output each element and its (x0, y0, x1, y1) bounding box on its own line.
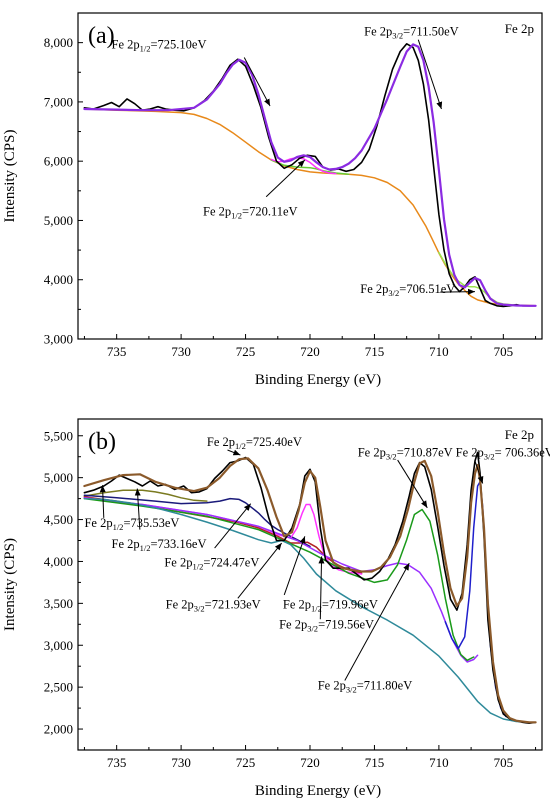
y-tick-label: 5,000 (44, 470, 73, 485)
x-tick-label: 705 (494, 755, 514, 770)
peak-annotation-label: Fe 2p3/2=706.51eV (360, 282, 455, 298)
peak-annotation-label: Fe 2p3/2=721.93eV (166, 597, 261, 613)
panel-label: (a) (88, 23, 115, 49)
series-background-line (83, 108, 537, 307)
peak-annotation-arrow (397, 459, 428, 509)
series-component-line (270, 159, 350, 175)
peak-annotation-label: Fe 2p1/2=724.47eV (164, 555, 259, 571)
panel-label: (b) (88, 429, 116, 455)
y-tick-label: 2,500 (44, 680, 73, 695)
peak-annotation: Fe 2p1/2=719.96eV (283, 536, 378, 613)
peak-annotation-label: Fe 2p1/2=733.16eV (112, 537, 207, 553)
peak-annotation-label: Fe 2p3/2=719.56eV (279, 617, 374, 633)
x-tick-label: 725 (236, 344, 256, 359)
x-tick-label: 730 (171, 755, 191, 770)
peak-annotation: Fe 2p3/2= 706.36eV (456, 446, 550, 484)
peak-annotation-arrow (99, 485, 106, 518)
y-tick-label: 4,000 (44, 272, 73, 287)
peak-annotation-arrow (265, 159, 306, 198)
y-tick-label: 2,000 (44, 722, 73, 737)
peak-annotation: Fe 2p1/2=733.16eV (112, 488, 207, 553)
x-tick-label: 720 (300, 344, 320, 359)
y-tick-label: 3,500 (44, 596, 73, 611)
x-tick-label: 715 (365, 755, 385, 770)
peak-annotation-arrow (227, 449, 241, 456)
x-tick-label: 735 (107, 344, 127, 359)
peak-annotation-label: Fe 2p3/2=711.80eV (318, 679, 413, 695)
peak-annotation-label: Fe 2p3/2=711.50eV (364, 25, 459, 41)
x-tick-label: 710 (429, 755, 449, 770)
peak-annotation: Fe 2p3/2=706.51eV (360, 282, 475, 298)
series-component-line (83, 497, 475, 662)
series-component-line (83, 494, 311, 548)
x-axis-title: Binding Energy (eV) (255, 783, 381, 799)
peak-annotation-label: Fe 2p1/2=719.96eV (283, 597, 378, 613)
peak-annotation: Fe 2p1/2=720.11eV (203, 159, 306, 221)
peak-annotation-arrow (134, 488, 141, 530)
corner-label: Fe 2p (505, 427, 534, 442)
peak-annotation-arrow (474, 460, 484, 484)
peak-annotation-arrow (283, 536, 306, 596)
y-tick-label: 6,000 (44, 154, 73, 169)
series-component-line (83, 489, 208, 502)
x-tick-label: 735 (107, 755, 127, 770)
peak-annotation-arrow (440, 288, 475, 295)
y-tick-label: 3,000 (44, 332, 73, 347)
series-group (83, 43, 537, 308)
y-tick-label: 4,500 (44, 512, 73, 527)
series-envelope-line (83, 43, 537, 307)
x-tick-label: 710 (429, 344, 449, 359)
series-component-line (83, 497, 537, 724)
series-group (83, 451, 537, 724)
x-tick-label: 705 (494, 344, 514, 359)
peak-annotation: Fe 2p3/2=711.50eV (364, 25, 459, 110)
x-tick-label: 725 (236, 755, 256, 770)
panel-a: 735 730 725 720 715 710 705 3,000 4,000 5,000 6,00… (2, 12, 543, 388)
y-tick-label: 7,000 (44, 94, 73, 109)
peak-annotation: Fe 2p1/2=725.10eV (112, 38, 271, 107)
peak-annotation-arrow (214, 503, 252, 549)
peak-annotation: Fe 2p3/2=721.93eV (166, 542, 283, 613)
y-tick-label: 5,000 (44, 213, 73, 228)
peak-annotation: Fe 2p3/2=711.80eV (318, 562, 413, 695)
peak-annotation-arrow (243, 57, 271, 107)
peak-annotation: Fe 2p3/2=710.87eV (358, 446, 453, 509)
peak-annotation-label: Fe 2p1/2=725.40eV (207, 435, 302, 451)
peak-annotation-label: Fe 2p3/2=710.87eV (358, 446, 453, 462)
x-tick-label: 730 (171, 344, 191, 359)
peak-annotation: Fe 2p1/2=724.47eV (164, 503, 259, 571)
x-tick-label: 715 (365, 344, 385, 359)
peak-annotation-arrow (237, 542, 283, 599)
x-axis-title: Binding Energy (eV) (255, 372, 381, 388)
x-tick-label: 720 (300, 755, 320, 770)
peak-annotation-label: Fe 2p1/2=720.11eV (203, 205, 298, 221)
peak-annotation-arrow (417, 39, 443, 110)
y-axis-title: Intensity (CPS) (2, 130, 18, 223)
y-tick-label: 3,000 (44, 638, 73, 653)
peak-annotation-arrow (344, 562, 410, 681)
peak-annotation-arrow (318, 556, 325, 620)
y-tick-label: 5,500 (44, 428, 73, 443)
peak-annotation: Fe 2p1/2=735.53eV (84, 485, 179, 532)
y-axis-title: Intensity (CPS) (2, 538, 18, 631)
y-tick-label: 8,000 (44, 35, 73, 50)
peak-annotation-label: Fe 2p1/2=735.53eV (84, 516, 179, 532)
peak-annotation-label: Fe 2p3/2= 706.36eV (456, 446, 550, 462)
y-tick-label: 4,000 (44, 554, 73, 569)
panel-b: 735 730 725 720 715 710 705 2,000 2,500 3,000 3,50… (2, 418, 550, 799)
peak-annotation-label: Fe 2p1/2=725.10eV (112, 38, 207, 54)
peak-annotation: Fe 2p3/2=719.56eV (279, 556, 374, 633)
peak-annotation: Fe 2p1/2=725.40eV (207, 435, 302, 456)
corner-label: Fe 2p (505, 21, 534, 36)
